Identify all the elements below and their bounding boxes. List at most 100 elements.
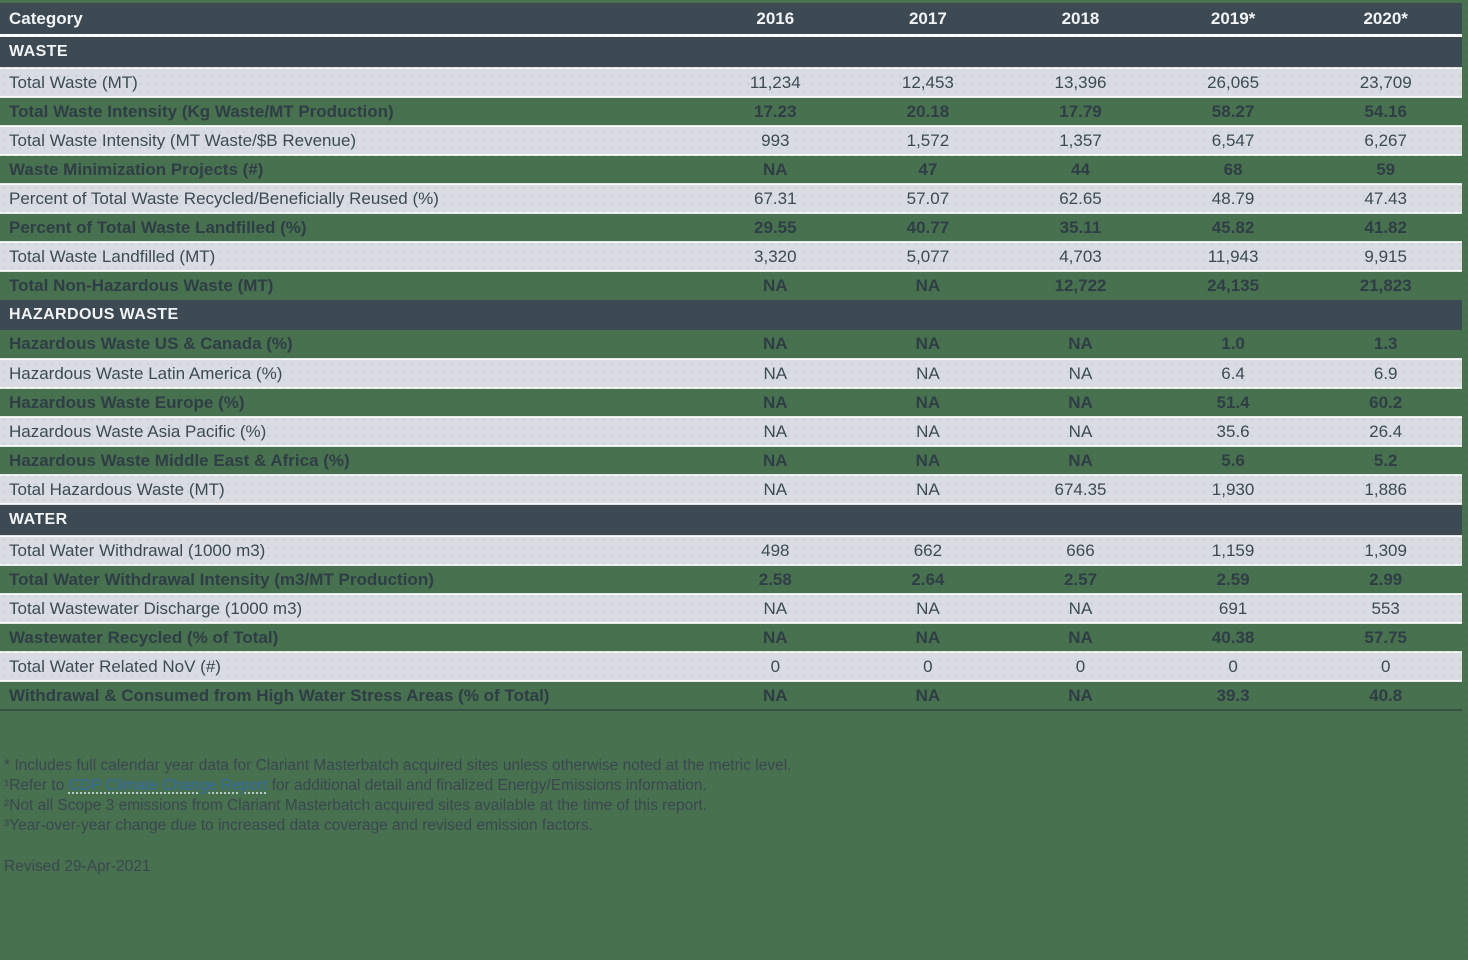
value-cell: NA xyxy=(699,474,852,505)
value-cell: 3,320 xyxy=(699,241,852,272)
table-row: Hazardous Waste Europe (%) NA NA NA 51.4 60.2 xyxy=(0,388,1462,417)
value-cell: NA xyxy=(763,392,788,412)
value-cell: NA xyxy=(915,627,941,647)
value-cell: 1,357 xyxy=(1004,125,1157,156)
value-cell: NA xyxy=(915,334,941,353)
value-cell: 0 xyxy=(851,651,1005,682)
value-cell: 674.35 xyxy=(1004,474,1157,505)
table-row: Wastewater Recycled (% of Total) NA NA NA 40… xyxy=(0,623,1462,652)
footnote-2: ²Not all Scope 3 emissions from Clariant… xyxy=(4,797,707,814)
metric-label: Total Waste Intensity (Kg Waste/MT Produ… xyxy=(9,101,394,121)
value-cell: NA xyxy=(1068,334,1093,353)
cdp-report-link[interactable]: CDP Climate Change Report xyxy=(68,777,268,794)
value-cell: NA xyxy=(763,276,788,295)
value-cell: NA xyxy=(763,334,788,353)
value-cell: NA xyxy=(915,276,941,295)
table-header-row: Category 2016 2017 2018 2019* 2020* xyxy=(0,3,1462,37)
value-cell: NA xyxy=(1068,450,1093,470)
table-body: WASTE Total Waste (MT) 11,234 12,453 13,396 2… xyxy=(0,35,1462,711)
value-cell: 68 xyxy=(1223,159,1243,179)
year-column-header: 2017 xyxy=(851,3,1005,37)
value-cell: 39.3 xyxy=(1156,681,1310,711)
value-cell: 24,135 xyxy=(1207,276,1260,295)
metric-label: Waste Minimization Projects (#) xyxy=(9,159,264,179)
metric-label: Total Water Withdrawal Intensity (m3/MT … xyxy=(9,569,434,589)
metric-label: Total Water Related NoV (#) xyxy=(0,651,699,682)
section-title: HAZARDOUS WASTE xyxy=(0,300,1462,330)
value-cell: 17.23 xyxy=(754,101,797,121)
value-cell: 5.6 xyxy=(1221,450,1245,470)
value-cell: NA xyxy=(851,474,1005,505)
value-cell: NA xyxy=(1004,593,1157,624)
value-cell: 1,572 xyxy=(851,125,1005,156)
value-cell: 1.3 xyxy=(1373,334,1398,353)
table-row: Percent of Total Waste Landfilled (%) 29.… xyxy=(0,213,1462,242)
value-cell: 62.65 xyxy=(1004,183,1157,214)
value-cell: 0 xyxy=(1309,651,1462,682)
table-row: Total Hazardous Waste (MT) NA NA 674.35 1,93… xyxy=(0,474,1462,505)
value-cell: 553 xyxy=(1309,593,1462,624)
value-cell: 48.79 xyxy=(1156,183,1310,214)
value-cell: 26.4 xyxy=(1309,416,1462,447)
value-cell: 6,267 xyxy=(1309,125,1462,156)
value-cell: 12,453 xyxy=(851,67,1005,98)
value-cell: 1,159 xyxy=(1156,535,1310,566)
value-cell: NA xyxy=(851,358,1005,389)
metric-label: Total Waste (MT) xyxy=(0,67,699,98)
metric-label: Total Water Withdrawal (1000 m3) xyxy=(0,535,699,566)
table-row: Percent of Total Waste Recycled/Benefici… xyxy=(0,183,1462,214)
metric-label: Hazardous Waste Asia Pacific (%) xyxy=(0,416,699,447)
table-row: Waste Minimization Projects (#) NA 47 44 68 5… xyxy=(0,155,1462,184)
table-row: Total Waste Landfilled (MT) 3,320 5,077 4,7… xyxy=(0,241,1462,272)
value-cell: 5.2 xyxy=(1373,450,1398,470)
value-cell: NA xyxy=(915,450,941,470)
metric-label: Total Waste Intensity (MT Waste/$B Reven… xyxy=(0,125,699,156)
metrics-table: Category 2016 2017 2018 2019* 2020* WASTE Tot… xyxy=(0,3,1462,711)
value-cell: NA xyxy=(699,358,852,389)
value-cell: 40.38 xyxy=(1211,627,1255,647)
value-cell: NA xyxy=(1004,681,1157,711)
table-row: Total Non-Hazardous Waste (MT) NA NA 12,722… xyxy=(0,271,1462,300)
value-cell: 6,547 xyxy=(1156,125,1310,156)
year-column-header: 2016 xyxy=(699,3,852,37)
value-cell: NA xyxy=(763,627,788,647)
value-cell: NA xyxy=(1004,416,1157,447)
footnote-asterisk: * Includes full calendar year data for C… xyxy=(4,757,792,774)
value-cell: NA xyxy=(1068,392,1093,412)
value-cell: NA xyxy=(699,681,852,711)
table-row: Total Waste Intensity (MT Waste/$B Reven… xyxy=(0,125,1462,156)
value-cell: 20.18 xyxy=(906,101,950,121)
metric-label: Percent of Total Waste Recycled/Benefici… xyxy=(0,183,699,214)
value-cell: 993 xyxy=(699,125,852,156)
footnotes: * Includes full calendar year data for C… xyxy=(4,756,791,836)
value-cell: 60.2 xyxy=(1369,392,1403,412)
metric-label: Total Waste Landfilled (MT) xyxy=(0,241,699,272)
value-cell: 47 xyxy=(918,159,938,179)
value-cell: 0 xyxy=(1156,651,1310,682)
table-row: Total Water Withdrawal (1000 m3) 498 662 66… xyxy=(0,535,1462,566)
value-cell: 0 xyxy=(699,651,852,682)
year-column-header: 2020* xyxy=(1309,3,1462,37)
value-cell: 1.0 xyxy=(1221,334,1245,353)
value-cell: NA xyxy=(699,593,852,624)
value-cell: 662 xyxy=(851,535,1005,566)
value-cell: 57.07 xyxy=(851,183,1005,214)
value-cell: 21,823 xyxy=(1359,276,1412,295)
table-row: Total Waste (MT) 11,234 12,453 13,396 26,065… xyxy=(0,67,1462,98)
value-cell: 1,886 xyxy=(1309,474,1462,505)
table-row: Hazardous Waste Middle East & Africa (%)… xyxy=(0,446,1462,475)
metric-label: Total Wastewater Discharge (1000 m3) xyxy=(0,593,699,624)
value-cell: 40.8 xyxy=(1309,681,1462,711)
value-cell: 59 xyxy=(1376,159,1396,179)
section-header-row: WATER xyxy=(0,504,1462,536)
value-cell: 2.58 xyxy=(758,569,792,589)
value-cell: 5,077 xyxy=(851,241,1005,272)
value-cell: 2.99 xyxy=(1369,569,1403,589)
value-cell: 0 xyxy=(1004,651,1157,682)
value-cell: 58.27 xyxy=(1211,101,1255,121)
metric-label: Percent of Total Waste Landfilled (%) xyxy=(9,217,307,237)
value-cell: 4,703 xyxy=(1004,241,1157,272)
value-cell: 2.64 xyxy=(911,569,945,589)
value-cell: 35.6 xyxy=(1156,416,1310,447)
year-column-header: 2019* xyxy=(1156,3,1310,37)
